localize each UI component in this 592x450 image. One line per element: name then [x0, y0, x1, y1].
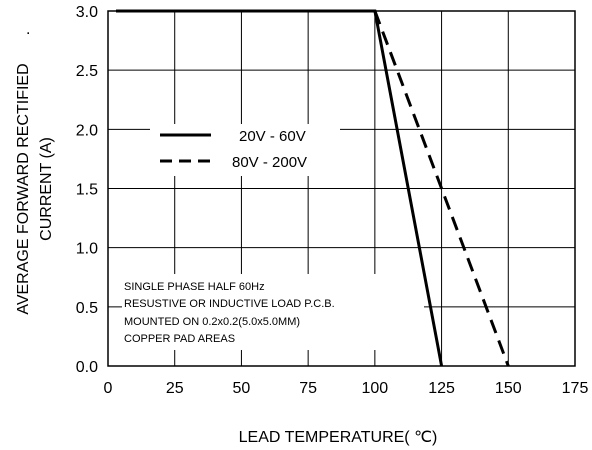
y-axis-label-mark: . [26, 21, 30, 38]
y-axis-label-line-2: CURRENT (A) [38, 137, 55, 241]
y-tick-label: 3.0 [76, 4, 98, 21]
x-tick-label: 125 [428, 380, 455, 397]
y-axis-ticks: 0.0 0.5 1.0 1.5 2.0 2.5 3.0 [76, 4, 98, 376]
y-tick-label: 1.5 [76, 182, 98, 199]
y-tick-label: 2.0 [76, 122, 98, 139]
x-tick-label: 0 [104, 380, 113, 397]
x-tick-label: 75 [299, 380, 317, 397]
y-tick-label: 0.0 [76, 359, 98, 376]
annotation-line-4: COPPER PAD AREAS [124, 333, 235, 345]
x-axis-ticks: 0 25 50 75 100 125 150 175 [104, 380, 589, 397]
y-tick-label: 1.0 [76, 241, 98, 258]
series-group [116, 9, 510, 367]
annotation-line-2: RESUSTIVE OR INDUCTIVE LOAD P.C.B. [124, 298, 335, 310]
x-tick-label: 150 [495, 380, 522, 397]
legend-label-20v-60v: 20V - 60V [239, 128, 306, 145]
x-tick-label: 100 [362, 380, 389, 397]
x-tick-label: 50 [233, 380, 251, 397]
y-tick-label: 0.5 [76, 300, 98, 317]
x-tick-label: 175 [562, 380, 589, 397]
y-tick-label: 2.5 [76, 63, 98, 80]
annotation-background [122, 274, 424, 350]
x-tick-label: 25 [166, 380, 184, 397]
y-axis-label-line-1: AVERAGE FORWARD RECTIFIED [15, 63, 32, 314]
legend-label-80v-200v: 80V - 200V [232, 154, 307, 171]
series-line-80v-200v [373, 10, 510, 367]
legend-background [150, 124, 340, 176]
annotation-line-1: SINGLE PHASE HALF 60Hz [124, 281, 265, 293]
annotation-line-3: MOUNTED ON 0.2x0.2(5.0x5.0MM) [124, 316, 300, 328]
x-axis-label: LEAD TEMPERATURE( ℃) [239, 429, 438, 446]
